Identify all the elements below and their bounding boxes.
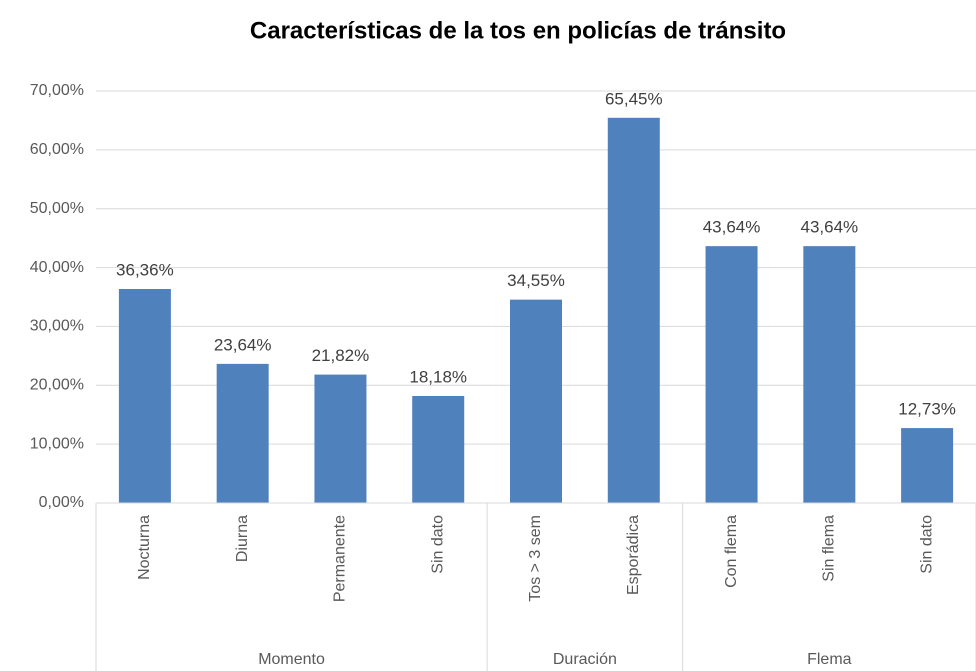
bar <box>901 428 954 503</box>
data-label: 43,64% <box>703 218 761 237</box>
data-label: 21,82% <box>312 346 370 365</box>
data-label: 18,18% <box>409 367 467 386</box>
data-label: 34,55% <box>507 271 565 290</box>
group-label: Duración <box>553 651 617 668</box>
data-label: 36,36% <box>116 260 174 279</box>
data-label: 65,45% <box>605 89 663 108</box>
x-tick-label: Con flema <box>723 515 740 588</box>
y-tick-label: 30,00% <box>30 318 84 335</box>
x-tick-label: Sin dato <box>429 515 446 574</box>
bar <box>118 288 171 503</box>
y-tick-label: 40,00% <box>30 259 84 276</box>
bar <box>216 363 269 503</box>
x-tick-label: Esporádica <box>625 515 642 595</box>
bar <box>510 299 562 503</box>
x-tick-label: Diurna <box>234 515 251 562</box>
x-tick-label: Permanente <box>332 515 349 602</box>
x-tick-label: Sin flema <box>821 515 838 582</box>
y-tick-label: 20,00% <box>30 377 84 394</box>
chart-title: Características de la tos en policías de… <box>250 17 786 44</box>
data-label: 12,73% <box>898 400 956 419</box>
group-label: Momento <box>258 651 325 668</box>
group-label: Flema <box>807 651 852 668</box>
y-tick-label: 70,00% <box>30 82 84 99</box>
x-tick-label: Sin dato <box>918 515 935 574</box>
y-tick-label: 0,00% <box>39 494 84 511</box>
bar <box>314 374 367 503</box>
data-label: 43,64% <box>800 218 858 237</box>
x-tick-label: Tos > 3 sem <box>527 515 544 602</box>
bar <box>705 246 758 503</box>
x-tick-label: Nocturna <box>136 515 153 580</box>
y-tick-label: 60,00% <box>30 141 84 158</box>
bar <box>607 117 660 503</box>
bar <box>412 395 465 503</box>
data-label: 23,64% <box>214 335 272 354</box>
y-tick-label: 50,00% <box>30 200 84 217</box>
bar <box>803 246 856 503</box>
y-tick-label: 10,00% <box>30 435 84 452</box>
